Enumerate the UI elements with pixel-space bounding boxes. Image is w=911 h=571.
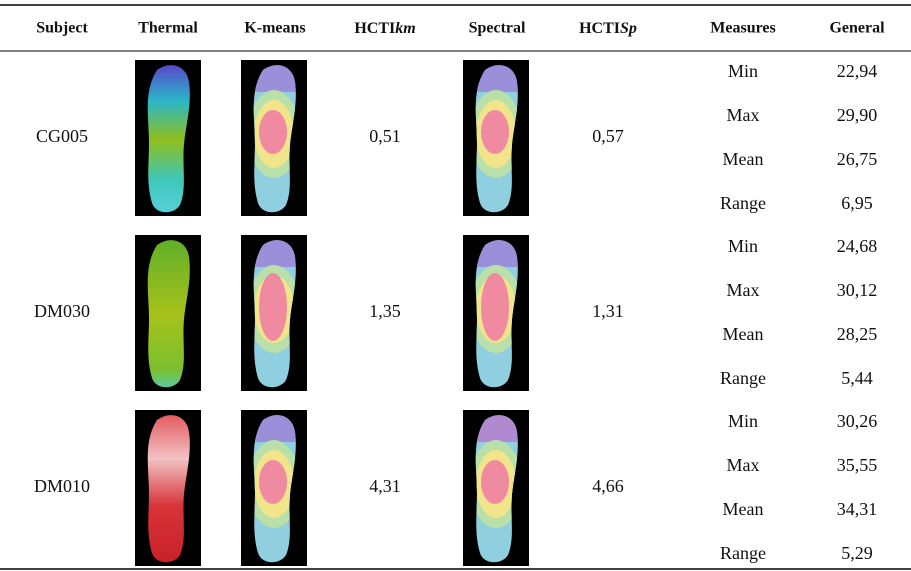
header-emphasis: Sp — [620, 20, 637, 37]
measure-name: Mean — [723, 324, 764, 344]
hcti-sp-value: 0,57 — [592, 126, 624, 146]
foot-image — [241, 235, 307, 393]
foot-image — [463, 410, 529, 568]
table-figure: SubjectThermalK-meansHCTIkmSpectralHCTIS… — [0, 0, 911, 571]
column-header: General — [829, 20, 885, 37]
foot-image — [241, 410, 307, 568]
cluster-hot — [481, 110, 509, 154]
hcti-km-value: 0,51 — [369, 126, 401, 146]
measure-value: 6,95 — [841, 193, 873, 213]
measure-name: Max — [727, 455, 760, 475]
measure-name: Range — [720, 368, 766, 388]
cluster-hot — [259, 273, 287, 341]
column-header: HCTIkm — [354, 20, 415, 37]
measure-name: Max — [727, 105, 760, 125]
column-header: K-means — [244, 20, 305, 37]
header-main: HCTI — [579, 20, 620, 37]
foot-image — [463, 60, 529, 218]
cluster-hot — [259, 460, 287, 504]
header-main: HCTI — [354, 20, 395, 37]
measure-name: Min — [728, 236, 758, 256]
measure-name: Min — [728, 411, 758, 431]
measure-name: Range — [720, 543, 766, 563]
measure-value: 34,31 — [837, 499, 878, 519]
measure-value: 24,68 — [837, 236, 878, 256]
subject-id: CG005 — [36, 126, 88, 146]
measure-value: 5,29 — [841, 543, 873, 563]
column-header: Measures — [710, 20, 775, 37]
measure-value: 30,26 — [837, 411, 878, 431]
measure-name: Max — [727, 280, 760, 300]
column-header: Subject — [36, 20, 88, 37]
cluster-hot — [481, 273, 509, 341]
measure-value: 35,55 — [837, 455, 878, 475]
cluster-hot — [259, 110, 287, 154]
column-header: Thermal — [138, 20, 198, 37]
measure-value: 29,90 — [837, 105, 878, 125]
foot-image — [135, 410, 201, 568]
measure-value: 26,75 — [837, 149, 878, 169]
measure-value: 30,12 — [837, 280, 878, 300]
measure-name: Min — [728, 61, 758, 81]
header-emphasis: km — [395, 20, 415, 37]
measure-value: 5,44 — [841, 368, 873, 388]
column-header: HCTISp — [579, 20, 637, 37]
hcti-km-value: 4,31 — [369, 476, 401, 496]
hcti-sp-value: 1,31 — [592, 301, 624, 321]
measure-name: Range — [720, 193, 766, 213]
column-header: Spectral — [469, 20, 526, 37]
foot-image — [135, 235, 201, 393]
subject-id: DM010 — [34, 476, 90, 496]
foot-image — [241, 60, 307, 218]
measure-value: 22,94 — [837, 61, 878, 81]
subject-id: DM030 — [34, 301, 90, 321]
measure-name: Mean — [723, 149, 764, 169]
cluster-hot — [481, 460, 509, 504]
measure-name: Mean — [723, 499, 764, 519]
foot-image — [135, 60, 201, 218]
foot-image — [463, 235, 529, 393]
measure-value: 28,25 — [837, 324, 878, 344]
hcti-km-value: 1,35 — [369, 301, 401, 321]
hcti-sp-value: 4,66 — [592, 476, 624, 496]
